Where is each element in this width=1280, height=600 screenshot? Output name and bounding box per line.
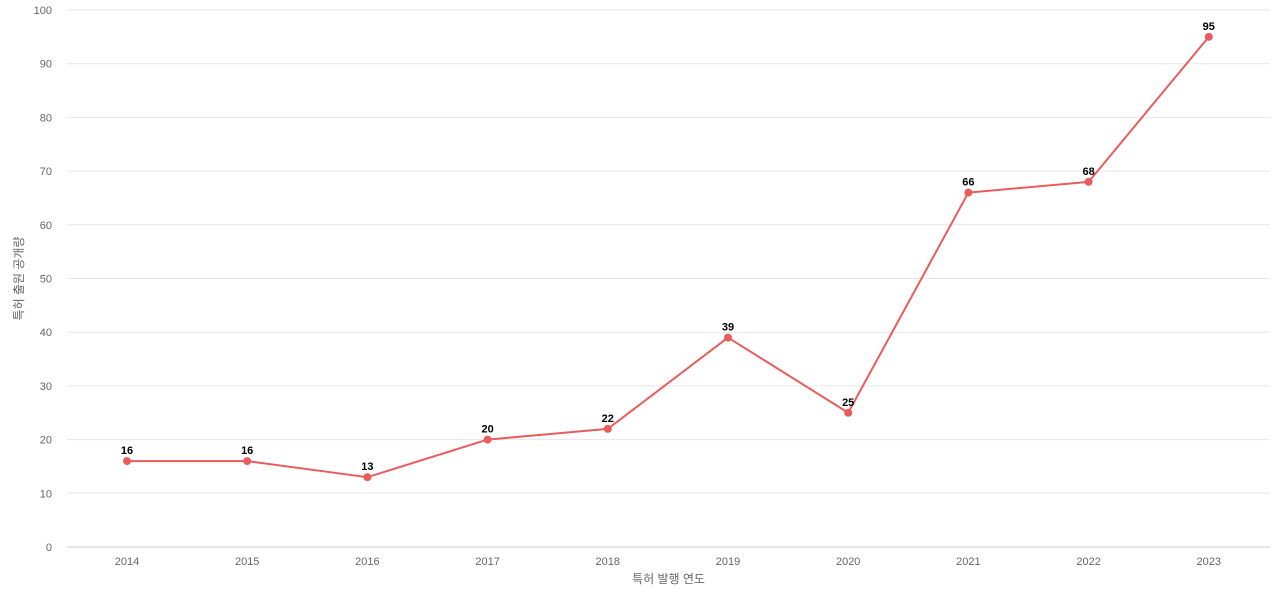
x-tick-label: 2018 (596, 556, 620, 568)
y-axis-tick-labels: 0 10 20 30 40 50 60 70 80 90 100 (34, 5, 52, 554)
data-point (724, 333, 732, 342)
y-tick-label: 0 (46, 542, 52, 554)
data-labels: 16 16 13 20 22 39 25 66 68 95 (121, 21, 1215, 473)
data-point (603, 424, 612, 433)
x-axis-tick-labels: 2014 2015 2016 2017 2018 2019 2020 2021 2022 2023 (115, 556, 1221, 568)
data-label: 39 (722, 322, 734, 334)
x-tick-label: 2021 (956, 556, 980, 568)
series-layer (123, 32, 1213, 482)
y-tick-label: 40 (40, 327, 52, 339)
data-point (1084, 177, 1093, 186)
data-label: 20 (481, 424, 493, 436)
y-tick-label: 30 (40, 381, 52, 393)
data-point (483, 435, 492, 444)
x-tick-label: 2020 (836, 556, 860, 568)
y-axis-title: 특허 출원 공개량 (12, 237, 26, 321)
data-point (123, 457, 131, 466)
x-tick-label: 2015 (235, 556, 259, 568)
y-tick-label: 100 (34, 5, 52, 17)
grid-lines (67, 9, 1270, 494)
series-line (127, 36, 1210, 479)
x-axis-title: 특허 발행 연도 (632, 571, 705, 586)
data-label: 13 (361, 461, 373, 473)
data-label: 68 (1082, 166, 1094, 178)
y-tick-label: 70 (40, 166, 52, 178)
x-tick-label: 2019 (716, 556, 740, 568)
data-label: 25 (842, 397, 854, 409)
data-point (363, 473, 372, 482)
x-tick-label: 2022 (1076, 556, 1100, 568)
y-tick-label: 50 (40, 274, 52, 286)
data-point (844, 408, 853, 417)
data-label: 16 (241, 445, 253, 457)
x-tick-label: 2023 (1197, 556, 1221, 568)
data-point (964, 188, 973, 197)
x-tick-label: 2014 (115, 556, 139, 568)
data-label: 22 (602, 413, 614, 425)
y-tick-label: 80 (40, 112, 52, 124)
x-tick-label: 2017 (475, 556, 499, 568)
y-tick-label: 90 (40, 59, 52, 71)
data-point (1204, 32, 1213, 41)
x-tick-label: 2016 (355, 556, 379, 568)
data-label: 16 (121, 445, 133, 457)
y-tick-label: 20 (40, 435, 52, 447)
y-tick-label: 60 (40, 220, 52, 232)
y-tick-label: 10 (40, 488, 52, 500)
data-label: 66 (962, 177, 974, 189)
data-label: 95 (1203, 21, 1215, 33)
data-point (243, 457, 252, 466)
